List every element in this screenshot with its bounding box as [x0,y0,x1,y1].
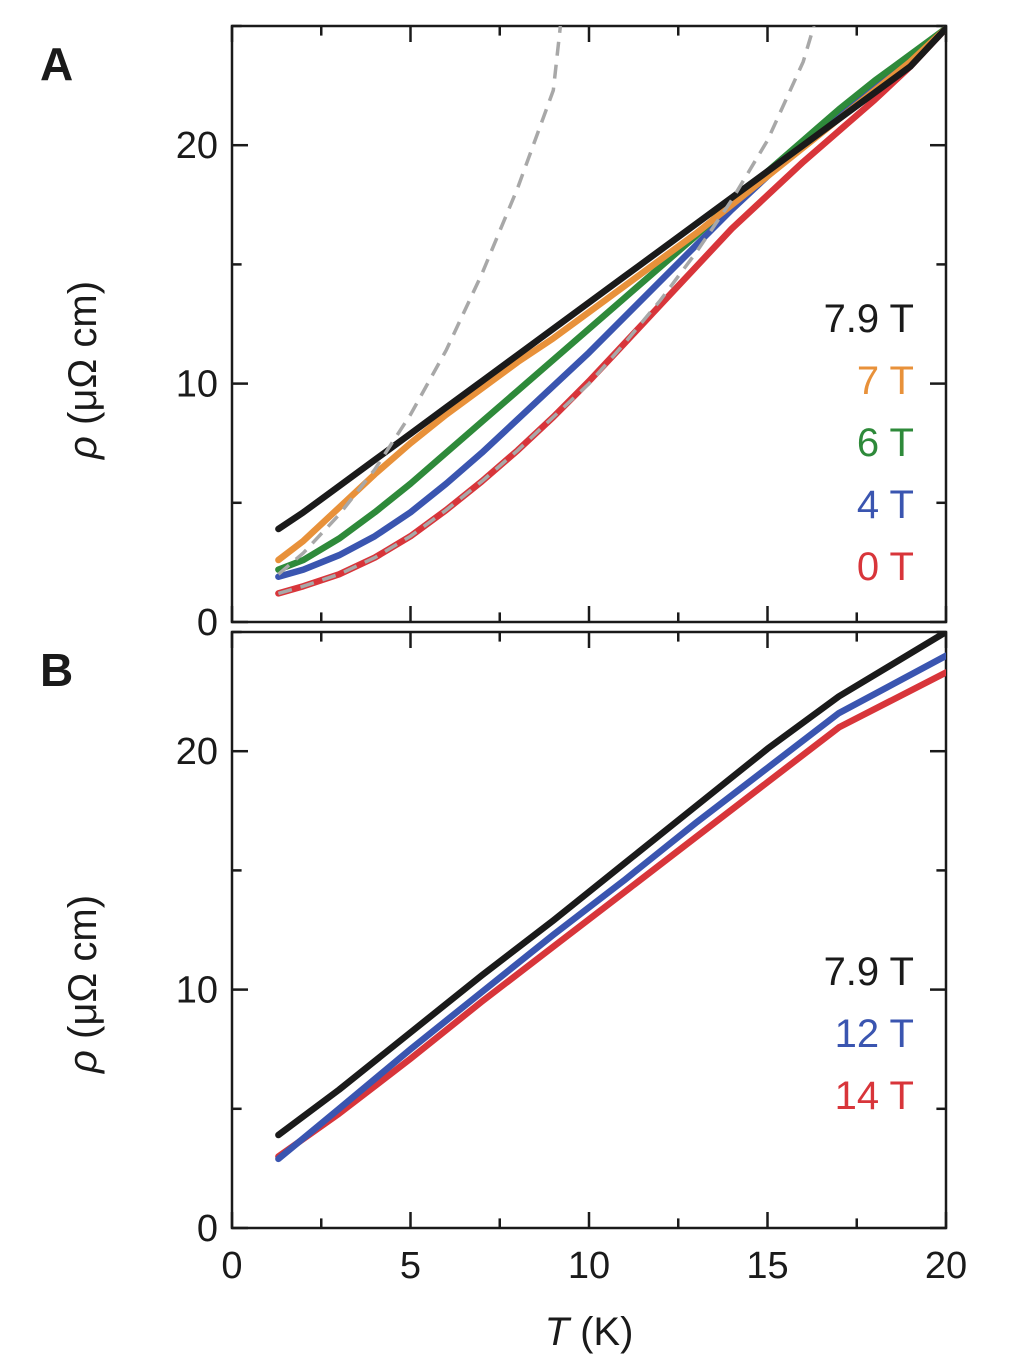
x-tick-label: 15 [746,1245,788,1287]
y-tick-label: 0 [197,602,218,644]
y-tick-label: 10 [176,364,218,406]
plot-frame [230,630,948,1230]
legend-entry: 12 T [835,1012,914,1056]
x-tick-label: 20 [925,1245,967,1287]
series-line-0-T [275,26,946,597]
panel-label: A [40,38,73,90]
x-axis-title-unit: (K) [569,1310,633,1354]
x-tick-label: 10 [568,1245,610,1287]
x-tick-label: 0 [221,1245,242,1287]
plot-area [275,26,946,597]
legend-entry: 4 T [857,483,914,527]
x-tick-label: 5 [400,1245,421,1287]
panel-a: 0 10 20 Aρ (μΩ cm) 7.9 T 7 T 6 T 4 T 0 T [40,24,948,644]
y-axis-title-unit: (μΩ cm) [61,281,105,436]
series-line-7-9-T [275,632,946,1139]
y-tick-label: 10 [176,970,218,1012]
series-line-14-T [275,669,946,1160]
series-line-12-T [275,652,946,1163]
x-axis-title-symbol: T [545,1310,572,1354]
y-tick-label: 20 [176,125,218,167]
fit-curve-1 [277,26,563,576]
series-line-6-T [275,26,946,573]
panel-label: B [40,644,73,696]
y-axis-title: ρ (μΩ cm) [61,895,105,1074]
y-axis-title: ρ (μΩ cm) [61,281,105,460]
legend-entry: 7.9 T [824,297,914,341]
y-tick-label: 20 [176,731,218,773]
legend-entry: 6 T [857,421,914,465]
legend-entry: 7.9 T [824,950,914,994]
y-axis-title-symbol: ρ [61,1050,105,1074]
fit-curve-2 [277,26,816,596]
legend-entry: 14 T [835,1074,914,1118]
plot-area [275,632,946,1163]
panel-b: 0 10 20 0 5 10 15 20 Bρ (μΩ cm) 7.9 T 12 T 14 T [40,630,967,1287]
y-axis-title-unit: (μΩ cm) [61,895,105,1050]
x-axis-title: T (K) [545,1310,634,1354]
legend-entry: 7 T [857,359,914,403]
legend-entry: 0 T [857,545,914,589]
series-line-7-9-T [275,26,946,533]
y-axis-title-symbol: ρ [61,436,105,460]
y-tick-label: 0 [197,1208,218,1250]
